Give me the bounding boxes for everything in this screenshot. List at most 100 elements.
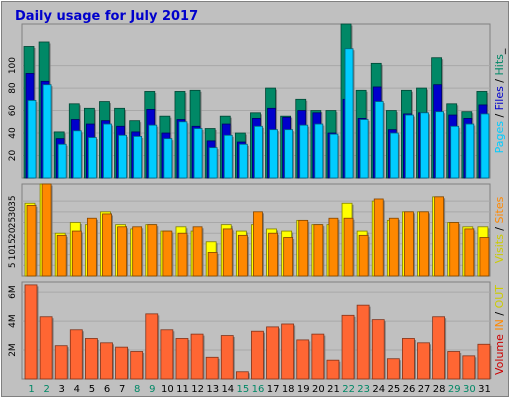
panel-hits-files-pages-bar-pages-day-16: [254, 125, 263, 179]
panel-visits-sites-tick-label: 5: [8, 262, 18, 268]
panel-visits-sites-bar-sites-day-22: [343, 217, 354, 277]
panel-hits-files-pages-bar-pages-day-20: [314, 123, 324, 179]
legend-pages-files-hits-part: Hits: [493, 54, 506, 76]
panel-volume-bar-volume-day-3: [54, 345, 68, 380]
legend-visits-sites-part: Sites: [493, 196, 506, 223]
panel-visits-sites-bar-sites-day-7: [117, 226, 127, 277]
panel-hits-files-pages-bar-pages-day-23: [359, 119, 369, 179]
panel-visits-sites-bar-sites-day-30: [464, 228, 475, 277]
legend-volume-in-out-part: IN: [493, 319, 506, 334]
x-day-label: 24: [372, 384, 385, 395]
panel-visits-sites-bar-sites-day-18: [283, 237, 294, 277]
panel-hits-files-pages-bar-pages-day-6: [103, 123, 112, 179]
x-day-label: 4: [74, 384, 80, 395]
panel-hits-files-pages-bar-pages-day-30: [465, 123, 475, 179]
panel-hits-files-pages-bar-pages-day-8: [133, 136, 143, 179]
x-day-label: 2: [43, 384, 49, 395]
panel-volume-tick-label: 2M: [8, 343, 18, 357]
panel-visits-sites-bar-sites-day-3: [56, 234, 67, 277]
panel-visits-sites-tick-label: 30: [8, 206, 18, 218]
x-day-label: 20: [312, 384, 325, 395]
panel-visits-sites-tick-label: 35: [8, 195, 18, 206]
panel-visits-sites-bar-sites-day-10: [162, 230, 173, 277]
panel-volume-bar-volume-day-30: [462, 355, 476, 380]
panel-volume-bar-volume-day-27: [417, 342, 430, 380]
legend-pages-files-hits-part: Pages: [493, 121, 506, 154]
panel-hits-files-pages-bar-pages-day-11: [178, 121, 188, 179]
panel-volume-bar-volume-day-13: [205, 356, 219, 380]
panel-visits-sites-bar-sites-day-17: [268, 232, 278, 277]
legend-pages-files-hits-part: _: [493, 48, 506, 55]
panel-volume-bar-volume-day-24: [371, 319, 385, 380]
panel-volume-bar-volume-day-11: [175, 338, 189, 380]
x-day-label: 17: [267, 384, 280, 395]
x-day-label: 7: [119, 384, 125, 395]
legend-visits-sites-part: /: [493, 223, 506, 234]
panel-visits-sites-bar-sites-day-1: [26, 204, 37, 277]
legend-pages-files-hits-part: /: [493, 75, 506, 86]
x-day-label: 31: [478, 384, 491, 395]
panel-volume-bar-volume-day-21: [326, 359, 340, 380]
panel-hits-files-pages-bar-pages-day-15: [238, 143, 248, 179]
panel-hits-files-pages-bar-pages-day-17: [269, 129, 278, 179]
x-day-label: 3: [59, 384, 65, 395]
panel-hits-files-pages-bar-pages-day-3: [57, 143, 67, 179]
panel-volume-bar-volume-day-8: [130, 351, 144, 380]
panel-visits-sites-bar-sites-day-19: [298, 219, 309, 277]
x-day-label: 10: [161, 384, 174, 395]
x-day-label: 29: [448, 384, 461, 395]
panel-hits-files-pages-bar-pages-day-13: [208, 147, 218, 179]
legend-volume-in-out-part: Volume: [493, 334, 506, 375]
panel-hits-files-pages-tick-label: 80: [8, 82, 18, 94]
panel-hits-files-pages-bar-pages-day-9: [148, 124, 158, 179]
legend-pages-files-hits-part: /: [493, 110, 506, 121]
panel-visits-sites-bar-sites-day-21: [328, 217, 339, 277]
panel-hits-files-pages-bar-pages-day-2: [42, 84, 52, 179]
panel-hits-files-pages-tick-label: 40: [8, 127, 18, 139]
panel-visits-sites-bar-sites-day-14: [222, 228, 233, 277]
x-day-label: 9: [149, 384, 155, 395]
panel-hits-files-pages-bar-pages-day-27: [420, 112, 429, 179]
panel-visits-sites-tick-label: 10: [8, 249, 18, 261]
panel-visits-sites-bar-sites-day-20: [313, 224, 324, 277]
panel-hits-files-pages-bar-pages-day-25: [389, 132, 399, 179]
legend-visits-sites-part: Visits: [493, 234, 506, 263]
x-day-label: 12: [191, 384, 204, 395]
legend-volume-in-out: Volume IN / OUT: [493, 285, 506, 375]
legend-visits-sites: Visits / Sites: [493, 196, 506, 263]
panel-visits-sites-bar-sites-day-23: [358, 234, 369, 277]
panel-hits-files-pages-tick-label: 60: [8, 105, 18, 117]
panel-volume-bar-volume-day-31: [477, 343, 491, 380]
panel-volume-bar-volume-day-14: [220, 335, 234, 380]
panel-visits-sites-bar-sites-day-5: [86, 217, 97, 277]
panel-volume-bar-volume-day-15: [235, 371, 249, 380]
panel-volume-bar-volume-day-25: [386, 358, 400, 380]
panel-volume-tick-label: 6M: [8, 285, 18, 299]
panel-hits-files-pages-bar-pages-day-18: [284, 129, 294, 179]
panel-volume-bar-volume-day-18: [281, 323, 295, 380]
x-day-label: 26: [403, 384, 416, 395]
panel-hits-files-pages-bar-pages-day-12: [193, 128, 203, 179]
panel-volume-bar-volume-day-22: [341, 314, 355, 380]
panel-volume-bar-volume-day-26: [402, 338, 415, 380]
panel-visits-sites-bar-sites-day-13: [207, 252, 218, 277]
panel-volume-bar-volume-day-6: [100, 342, 113, 380]
panel-volume-bar-volume-day-5: [84, 338, 98, 380]
chart-title: Daily usage for July 2017: [15, 9, 198, 24]
panel-hits-files-pages-bar-pages-day-19: [299, 124, 309, 179]
panel-visits-sites-bar-sites-day-24: [373, 198, 384, 277]
panel-hits-files-pages-bar-pages-day-22: [344, 48, 354, 179]
panel-visits-sites-bar-sites-day-8: [132, 226, 143, 277]
panel-hits-files-pages-tick-label: 20: [8, 150, 18, 162]
panel-volume-bar-volume-day-17: [266, 326, 279, 380]
panel-volume-bar-volume-day-19: [296, 339, 310, 380]
x-day-label: 27: [418, 384, 431, 395]
panel-volume-bar-volume-day-12: [190, 333, 204, 380]
panel-volume-bar-volume-day-10: [160, 329, 174, 380]
x-day-label: 11: [176, 384, 189, 395]
panel-visits-sites-bar-sites-day-16: [253, 211, 263, 277]
panel-visits-sites-tick-label: 15: [8, 238, 18, 249]
panel-volume-bar-volume-day-28: [432, 316, 446, 380]
x-day-label: 21: [327, 384, 340, 395]
